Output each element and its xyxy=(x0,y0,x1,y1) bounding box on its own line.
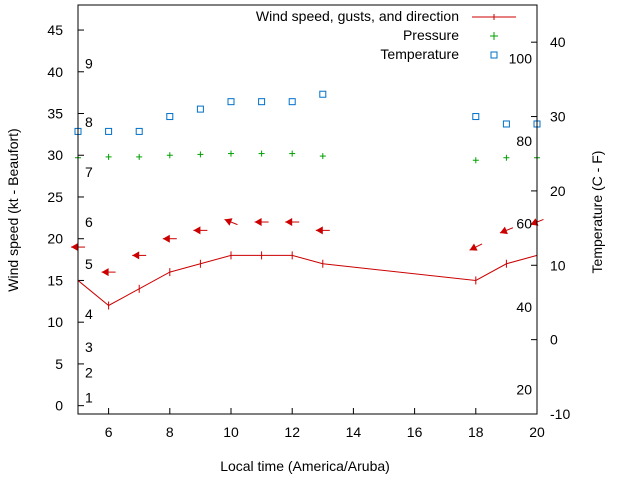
pressure-point xyxy=(105,153,112,160)
x-tick-label: 12 xyxy=(284,424,300,440)
series-layer xyxy=(71,90,544,310)
x-axis-label: Local time (America/Aruba) xyxy=(220,458,390,474)
fahrenheit-label: 20 xyxy=(516,381,532,397)
temperature-point xyxy=(502,120,510,128)
x-tick-label: 6 xyxy=(105,424,113,440)
y2-tick-label: 20 xyxy=(550,183,566,199)
y-axis-label: Wind speed (kt - Beaufort) xyxy=(5,128,21,291)
x-tick-label: 18 xyxy=(468,424,484,440)
pressure-point xyxy=(503,154,510,161)
beaufort-label: 4 xyxy=(85,306,93,322)
x-tick-label: 14 xyxy=(346,424,362,440)
beaufort-label: 3 xyxy=(85,339,93,355)
temperature-point xyxy=(105,127,113,135)
legend: Wind speed, gusts, and direction Pressur… xyxy=(256,8,516,62)
y-tick-label: 35 xyxy=(47,106,63,122)
temperature-point xyxy=(258,98,266,106)
wind-direction-arrow xyxy=(469,243,483,251)
y-tick-label: 20 xyxy=(47,231,63,247)
wind-speed-line xyxy=(77,254,538,307)
y2-tick-label: -10 xyxy=(550,406,570,422)
y-tick-label: 15 xyxy=(47,272,63,288)
y-tick-label: 5 xyxy=(55,356,63,372)
x-tick-label: 20 xyxy=(529,424,545,440)
beaufort-label: 7 xyxy=(85,164,93,180)
pressure-point xyxy=(136,153,143,160)
y-tick-label: 25 xyxy=(47,189,63,205)
y2-axis-label: Temperature (C - F) xyxy=(589,151,605,274)
pressure-point xyxy=(289,150,296,157)
pressure-point xyxy=(166,152,173,159)
legend-label-wind: Wind speed, gusts, and direction xyxy=(256,8,459,24)
y2-tick-label: 30 xyxy=(550,109,566,125)
x-tick-label: 10 xyxy=(223,424,239,440)
beaufort-label: 2 xyxy=(85,364,93,380)
fahrenheit-label: 60 xyxy=(516,216,532,232)
y-tick-label: 0 xyxy=(55,398,63,414)
fahrenheit-label: 80 xyxy=(516,133,532,149)
pressure-point xyxy=(319,153,326,160)
y-tick-label: 10 xyxy=(47,314,63,330)
y-tick-label: 45 xyxy=(47,22,63,38)
wind-direction-arrow xyxy=(132,251,147,260)
pressure-point xyxy=(228,150,234,157)
beaufort-label: 6 xyxy=(85,214,93,230)
fahrenheit-label: 40 xyxy=(516,299,532,315)
x-tick-label: 16 xyxy=(407,424,423,440)
y-tick-label: 40 xyxy=(47,64,63,80)
temperature-point xyxy=(472,113,480,121)
beaufort-label: 1 xyxy=(85,389,93,405)
y-tick-label: 30 xyxy=(47,147,63,163)
legend-swatch-pressure xyxy=(490,32,498,40)
wind-direction-arrow xyxy=(162,234,177,243)
axis-ticks xyxy=(78,29,538,415)
tick-labels: 6 8 10 12 14 16 18 20051015202530354045-1001020… xyxy=(47,22,570,440)
wind-direction-arrow xyxy=(224,218,238,226)
pressure-point xyxy=(258,150,265,157)
wind-direction-arrow xyxy=(285,218,300,227)
y2-tick-label: 40 xyxy=(550,34,566,50)
legend-label-temperature: Temperature xyxy=(380,46,459,62)
temperature-point xyxy=(319,90,327,98)
y2-tick-label: 10 xyxy=(550,257,566,273)
beaufort-label: 9 xyxy=(85,55,93,71)
temperature-point xyxy=(227,98,235,106)
beaufort-label: 5 xyxy=(85,256,93,272)
pressure-point xyxy=(472,157,479,164)
temperature-point xyxy=(196,105,204,113)
wind-direction-arrow xyxy=(101,268,116,277)
pressure-point xyxy=(197,151,204,158)
wind-direction-arrow xyxy=(193,226,208,235)
legend-label-pressure: Pressure xyxy=(403,27,459,43)
temperature-point xyxy=(166,113,174,121)
wind-direction-arrow xyxy=(315,226,330,235)
fahrenheit-label: 100 xyxy=(509,51,533,67)
temperature-point xyxy=(288,98,296,106)
wind-direction-arrow xyxy=(499,226,514,235)
beaufort-label: 8 xyxy=(85,114,93,130)
x-tick-label: 8 xyxy=(166,424,174,440)
plot-frame xyxy=(77,4,538,415)
legend-swatch-temperature xyxy=(490,51,498,59)
temperature-point xyxy=(135,127,143,135)
y2-tick-label: 0 xyxy=(550,332,558,348)
wind-direction-arrow xyxy=(254,218,269,227)
